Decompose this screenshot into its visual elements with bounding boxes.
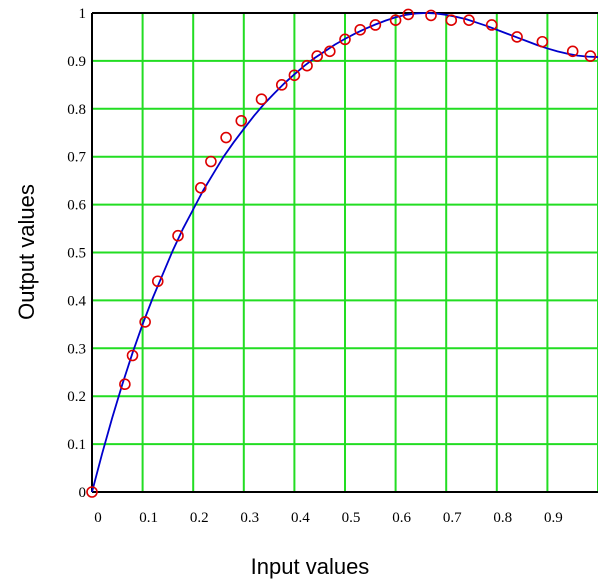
x-tick-label: 0 (94, 510, 102, 526)
data-point (402, 8, 415, 21)
data-point (301, 59, 313, 72)
y-tick-label: 0.5 (67, 246, 86, 262)
y-tick-label: 0.3 (67, 341, 86, 357)
data-point (255, 93, 268, 106)
y-tick-label: 0.8 (67, 102, 86, 118)
data-point (485, 19, 498, 31)
data-point (324, 45, 336, 58)
data-point (463, 14, 475, 26)
data-point (369, 19, 382, 31)
x-tick-label: 0.2 (190, 510, 209, 526)
data-point (445, 14, 458, 26)
x-axis-title: Input values (251, 554, 370, 579)
x-tick-label: 0.3 (240, 510, 259, 526)
data-point (194, 182, 207, 194)
data-point (220, 131, 232, 144)
axes (91, 12, 598, 493)
data-point (354, 23, 366, 36)
data-point (86, 486, 98, 498)
y-tick-label: 0.4 (67, 293, 86, 309)
y-tick-label: 1 (79, 6, 87, 22)
x-tick-label: 0.7 (443, 510, 462, 526)
data-point (511, 31, 523, 43)
data-point (205, 155, 217, 168)
data-point (566, 45, 579, 58)
data-point (172, 229, 184, 242)
x-tick-label: 0.6 (392, 510, 411, 526)
y-tick-label: 0.1 (67, 437, 86, 453)
data-point (389, 14, 402, 26)
y-tick-label: 0.2 (67, 389, 86, 405)
x-tick-label: 0.1 (139, 510, 158, 526)
data-point (425, 9, 437, 22)
data-point (126, 349, 139, 362)
data-point (119, 378, 131, 391)
curve-line (91, 12, 598, 493)
y-tick-label: 0 (79, 485, 87, 501)
data-point (288, 69, 301, 82)
y-tick-label: 0.6 (67, 198, 86, 214)
data-point (151, 275, 164, 288)
data-point (235, 114, 248, 127)
data-point (339, 33, 351, 46)
x-tick-labels: 00.10.20.30.40.50.60.70.80.91 (94, 510, 563, 526)
y-tick-labels: 0 0.1 0.2 0.3 0.4 0.5 0.6 0.7 0.8 0.9 1 (67, 6, 86, 501)
fitted-curve (91, 12, 598, 493)
data-point (536, 35, 549, 48)
data-point (275, 79, 288, 91)
y-tick-label: 0.9 (67, 54, 86, 70)
x-tick-label: 0.8 (493, 510, 512, 526)
x-tick-label: 0.5 (342, 510, 361, 526)
y-tick-label: 0.7 (67, 150, 86, 166)
data-point (584, 50, 597, 62)
grid-lines (92, 12, 598, 492)
data-point (139, 316, 151, 328)
data-markers (86, 8, 597, 498)
data-point (311, 50, 323, 62)
x-tick-label: 0.4 (291, 510, 310, 526)
y-axis-title: Output values (14, 184, 39, 320)
x-tick-label: 0.9 (544, 510, 563, 526)
